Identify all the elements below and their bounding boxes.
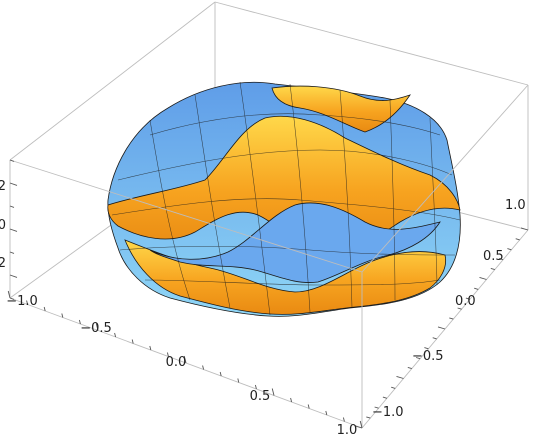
y-tick (515, 238, 520, 241)
z-tick (9, 159, 15, 162)
box-edge (9, 1, 216, 161)
y-tick (391, 386, 396, 389)
y-tick (437, 326, 446, 330)
y-tick (382, 396, 388, 399)
y-tick (374, 406, 379, 409)
y-tick (457, 307, 462, 310)
y-tick (520, 227, 529, 231)
x-tick-label: −0.5 (80, 321, 112, 336)
x-tick (290, 397, 293, 403)
mesh-line (149, 113, 441, 136)
y-tick (366, 416, 371, 419)
surface-mid-blue (149, 202, 441, 283)
x-tick (95, 323, 99, 331)
mesh-line (144, 279, 441, 286)
x-tick (149, 345, 152, 351)
y-tick (354, 425, 363, 429)
surface-lower-band (124, 239, 447, 315)
box-edge (214, 1, 529, 86)
surface-front-band (107, 115, 461, 251)
x-tick (7, 290, 11, 299)
mesh-line (289, 83, 311, 313)
mesh-line (119, 245, 456, 256)
y-tick (474, 287, 479, 290)
y-tick (498, 258, 504, 261)
z-tick (9, 182, 18, 186)
y-tick (465, 297, 471, 300)
y-tick-label: 0.0 (455, 294, 476, 309)
box-edge (361, 84, 529, 273)
z-tick (9, 297, 15, 300)
x-tick (307, 404, 310, 409)
x-tick (271, 388, 275, 396)
mesh-line (117, 149, 453, 181)
surface-mesh (111, 81, 461, 316)
x-tick (254, 384, 257, 390)
z-tick (9, 205, 15, 208)
z-tick (9, 274, 18, 278)
y-tick (490, 267, 495, 271)
x-tick (26, 300, 29, 305)
x-tick-label: 0.5 (250, 389, 271, 404)
y-tick (407, 366, 412, 370)
x-tick (342, 417, 345, 422)
x-tick (325, 410, 328, 416)
y-tick (396, 375, 404, 379)
x-tick (43, 306, 46, 312)
mesh-line (429, 117, 438, 286)
z-tick-label: −2 (0, 256, 6, 271)
z-tick-label: 0 (0, 218, 6, 233)
mesh-line (239, 81, 271, 316)
x-tick (359, 420, 363, 429)
mesh-line (194, 94, 231, 309)
x-tick (237, 378, 240, 383)
x-tick (131, 339, 134, 344)
x-tick (61, 313, 64, 318)
z-axis: 2 0 −2 (0, 179, 6, 271)
y-tick-label: 1.0 (505, 198, 526, 213)
z-tick (9, 228, 18, 232)
y-tick (449, 317, 454, 320)
y-axis: 1.0 0.5 0.0 −0.5 −1.0 (372, 198, 526, 420)
x-axis: −1.0 −0.5 0.0 0.5 1.0 (6, 294, 357, 438)
y-tick-label: −1.0 (372, 405, 404, 420)
y-tick (479, 276, 487, 280)
axis-ticks (7, 159, 529, 429)
mesh-line (389, 99, 396, 301)
y-tick-label: 0.5 (483, 249, 504, 264)
y-tick (424, 347, 429, 350)
x-tick-label: 0.0 (166, 355, 187, 370)
x-tick (166, 352, 169, 357)
z-tick-label: 2 (0, 179, 6, 194)
x-tick (183, 355, 187, 364)
z-tick (9, 251, 15, 254)
x-tick (78, 319, 81, 325)
y-tick-label: −0.5 (412, 349, 444, 364)
y-tick (432, 337, 437, 340)
x-tick-label: −1.0 (6, 294, 38, 309)
x-tick (202, 365, 205, 370)
x-tick (114, 332, 117, 338)
x-tick-label: 1.0 (337, 423, 358, 438)
mesh-line (339, 89, 353, 309)
y-tick (415, 357, 421, 360)
y-tick (507, 248, 512, 251)
surface (107, 81, 461, 317)
x-tick (219, 371, 222, 377)
box-edge (9, 159, 363, 273)
